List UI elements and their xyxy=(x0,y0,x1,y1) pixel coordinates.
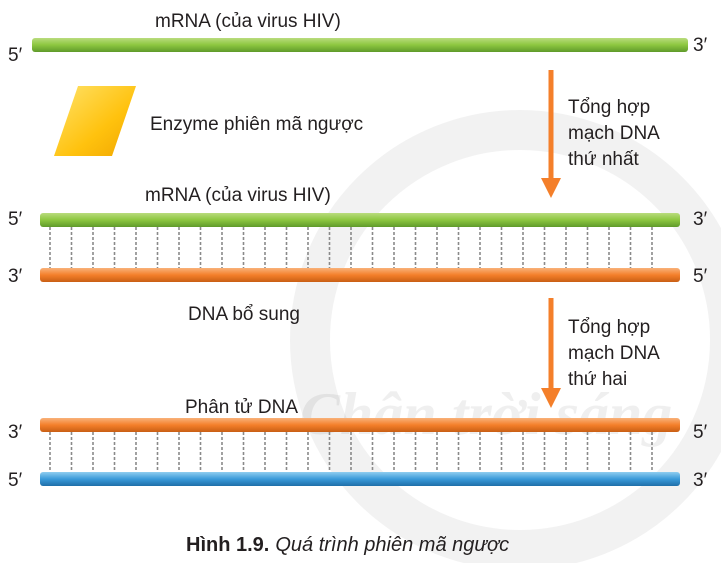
step-text: mạch DNA xyxy=(568,123,660,144)
base-pairs xyxy=(49,227,653,268)
end-label: 3′ xyxy=(8,422,23,443)
end-label: 5′ xyxy=(8,209,23,230)
dna-strand xyxy=(40,472,680,486)
caption: Hình 1.9. Quá trình phiên mã ngược xyxy=(186,534,509,556)
mrna-strand xyxy=(32,38,688,52)
enzyme-label: Enzyme phiên mã ngược xyxy=(150,114,363,135)
step-text: mạch DNA xyxy=(568,343,660,364)
dna-strand xyxy=(40,268,680,282)
end-label: 3′ xyxy=(693,35,708,56)
strand-label: Phân tử DNA xyxy=(185,397,298,418)
strand-label: DNA bổ sung xyxy=(188,304,300,325)
base-pairs xyxy=(49,432,653,472)
step-text: thứ nhất xyxy=(568,149,640,170)
enzyme-icon xyxy=(54,86,136,156)
caption-number: Hình 1.9. xyxy=(186,534,269,556)
caption-text: Quá trình phiên mã ngược xyxy=(275,534,509,556)
strand-label: mRNA (của virus HIV) xyxy=(155,11,341,32)
end-label: 3′ xyxy=(693,209,708,230)
end-label: 5′ xyxy=(693,422,708,443)
end-label: 5′ xyxy=(693,266,708,287)
step-text: Tổng hợp xyxy=(568,97,650,118)
end-label: 5′ xyxy=(8,470,23,491)
watermark: Chân trời sáng xyxy=(300,381,672,447)
strand-label: mRNA (của virus HIV) xyxy=(145,185,331,206)
mrna-strand xyxy=(40,213,680,227)
end-label: 3′ xyxy=(693,470,708,491)
step-text: Tổng hợp xyxy=(568,317,650,338)
end-label: 3′ xyxy=(8,266,23,287)
watermark-ring xyxy=(290,110,721,563)
end-label: 5′ xyxy=(8,45,23,66)
dna-strand xyxy=(40,418,680,432)
step-text: thứ hai xyxy=(568,369,627,390)
